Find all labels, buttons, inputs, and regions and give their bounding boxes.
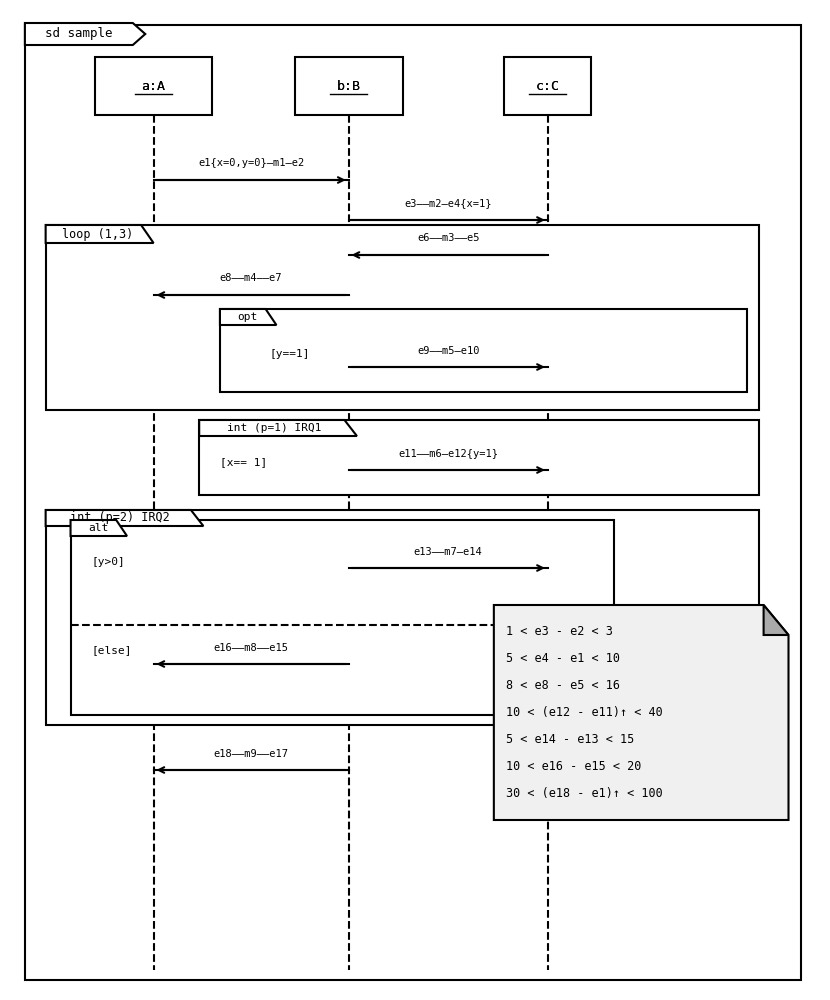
- Text: int (p=1) IRQ1: int (p=1) IRQ1: [227, 423, 321, 433]
- FancyBboxPatch shape: [46, 225, 759, 410]
- Polygon shape: [494, 605, 788, 820]
- Text: loop (1,3): loop (1,3): [62, 228, 134, 241]
- Text: e3——m2—e4{x=1}: e3——m2—e4{x=1}: [404, 198, 492, 208]
- Text: 30 < (e18 - e1)↑ < 100: 30 < (e18 - e1)↑ < 100: [506, 787, 663, 800]
- Text: e6——m3——e5: e6——m3——e5: [417, 233, 480, 243]
- Text: int (p=2) IRQ2: int (p=2) IRQ2: [71, 512, 170, 524]
- Polygon shape: [46, 225, 154, 243]
- Text: a:A: a:A: [142, 80, 165, 93]
- Text: [else]: [else]: [91, 645, 132, 655]
- FancyBboxPatch shape: [295, 57, 403, 115]
- Text: e8——m4——e7: e8——m4——e7: [220, 273, 282, 283]
- Polygon shape: [46, 510, 203, 526]
- FancyBboxPatch shape: [95, 57, 212, 115]
- Text: 5 < e4 - e1 < 10: 5 < e4 - e1 < 10: [506, 652, 620, 665]
- Polygon shape: [764, 605, 788, 635]
- Text: 10 < e16 - e15 < 20: 10 < e16 - e15 < 20: [506, 760, 642, 773]
- FancyBboxPatch shape: [505, 57, 591, 115]
- Polygon shape: [220, 309, 276, 325]
- Polygon shape: [25, 23, 145, 45]
- Polygon shape: [199, 420, 357, 436]
- Text: e13——m7—e14: e13——m7—e14: [414, 547, 482, 557]
- Text: 10 < (e12 - e11)↑ < 40: 10 < (e12 - e11)↑ < 40: [506, 706, 663, 719]
- Text: c:C: c:C: [536, 80, 559, 93]
- FancyBboxPatch shape: [199, 420, 759, 495]
- Text: sd sample: sd sample: [46, 27, 113, 40]
- Text: opt: opt: [237, 312, 257, 322]
- Text: e16——m8——e15: e16——m8——e15: [213, 643, 289, 653]
- Text: e9——m5—e10: e9——m5—e10: [417, 346, 480, 356]
- Text: [y==1]: [y==1]: [270, 349, 310, 359]
- Text: alt: alt: [88, 523, 108, 533]
- Text: 5 < e14 - e13 < 15: 5 < e14 - e13 < 15: [506, 733, 635, 746]
- Text: b:B: b:B: [337, 80, 360, 93]
- Text: e18——m9——e17: e18——m9——e17: [213, 749, 289, 759]
- FancyBboxPatch shape: [220, 309, 747, 392]
- Polygon shape: [71, 520, 127, 536]
- FancyBboxPatch shape: [71, 520, 614, 715]
- FancyBboxPatch shape: [46, 510, 759, 725]
- Text: [x== 1]: [x== 1]: [220, 457, 267, 467]
- Text: e1{x=0,y=0}—m1—e2: e1{x=0,y=0}—m1—e2: [198, 158, 305, 168]
- Text: a:A: a:A: [142, 80, 165, 93]
- FancyBboxPatch shape: [25, 25, 801, 980]
- Text: c:C: c:C: [536, 80, 559, 93]
- Text: [y>0]: [y>0]: [91, 557, 125, 567]
- Text: 1 < e3 - e2 < 3: 1 < e3 - e2 < 3: [506, 625, 613, 638]
- Text: e11——m6—e12{y=1}: e11——m6—e12{y=1}: [398, 449, 498, 459]
- Text: 8 < e8 - e5 < 16: 8 < e8 - e5 < 16: [506, 679, 620, 692]
- Text: b:B: b:B: [337, 80, 360, 93]
